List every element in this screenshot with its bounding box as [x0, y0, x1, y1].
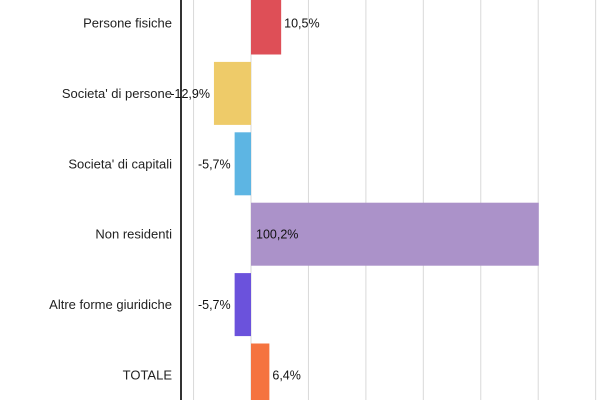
bar	[213, 61, 251, 125]
value-label: -5,7%	[198, 157, 231, 171]
bar	[251, 202, 539, 266]
value-label: 100,2%	[256, 228, 298, 242]
category-label: Societa' di capitali	[68, 156, 172, 171]
bars-group	[213, 0, 539, 400]
bar	[251, 343, 270, 400]
value-labels: 10,5% -12,9% -5,7% 100,2% -5,7% 6,4%	[170, 17, 319, 383]
category-label: Societa' di persone	[62, 86, 172, 101]
category-label: Persone fisiche	[83, 16, 172, 31]
category-labels: Persone fisiche Societa' di persone Societ…	[49, 16, 172, 383]
value-label: -12,9%	[170, 87, 210, 101]
category-label: Altre forme giuridiche	[49, 297, 172, 312]
bar	[251, 0, 282, 55]
category-label: TOTALE	[123, 368, 173, 383]
bar	[234, 132, 251, 196]
value-label: 6,4%	[272, 369, 301, 383]
bar	[234, 273, 251, 337]
value-label: -5,7%	[198, 298, 231, 312]
value-label: 10,5%	[284, 17, 319, 31]
category-label: Non residenti	[95, 227, 172, 242]
gridlines	[193, 0, 597, 400]
